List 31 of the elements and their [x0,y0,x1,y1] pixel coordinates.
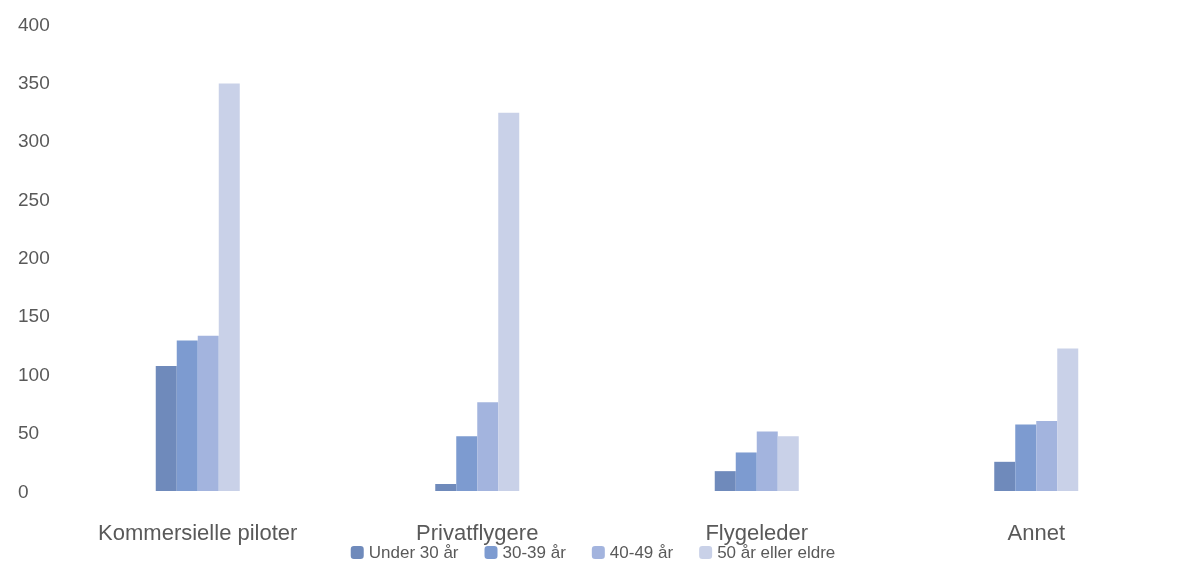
bar [456,436,478,491]
y-tick-label: 350 [18,71,50,93]
y-tick-label: 200 [18,247,50,268]
bar [994,461,1016,491]
x-tick-label: Kommersielle piloter [98,519,298,545]
bar [756,431,778,491]
bar [498,112,520,491]
bar [176,340,198,491]
bar [218,83,240,491]
x-tick-label: Privatflygere [416,519,539,545]
bar [735,452,757,491]
y-tick-label: 250 [18,188,50,210]
y-tick-label: 400 [18,13,50,35]
bar [1057,348,1079,491]
legend-label: 40-49 år [609,543,674,562]
bar [197,335,219,491]
bar [777,436,799,491]
bar [477,402,499,491]
y-tick-label: 300 [18,130,50,152]
bar [714,471,736,491]
bar [1015,424,1037,491]
bar [155,366,177,491]
x-tick-label: Flygeleder [705,519,809,545]
bar [435,484,457,491]
legend-label: Under 30 år [368,543,459,562]
bar [1036,420,1058,491]
y-tick-label: 150 [18,305,50,327]
x-tick-label: Annet [1007,519,1065,545]
y-tick-label: 0 [18,480,29,502]
y-tick-label: 100 [18,363,50,385]
y-tick-label: 50 [18,422,40,444]
